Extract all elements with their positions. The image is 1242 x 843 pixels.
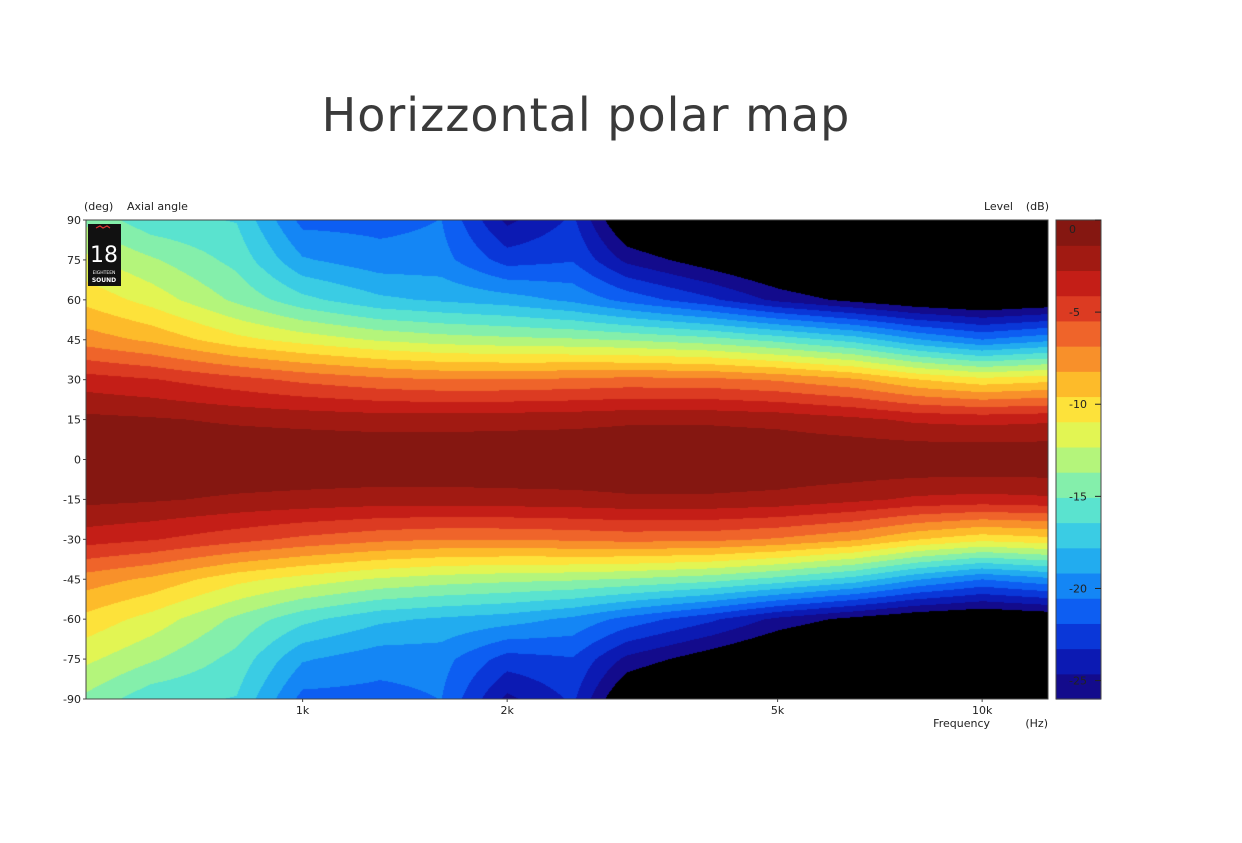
colorbar-tick-label: 0 xyxy=(1069,223,1076,236)
colorbar-band xyxy=(1056,421,1101,448)
y-tick-label: 45 xyxy=(67,334,81,347)
y-tick-label: -15 xyxy=(63,493,81,506)
colorbar-ticks: 0 -5 -10 -15 -20 -25 xyxy=(1069,219,1101,688)
colorbar-band xyxy=(1056,623,1101,650)
colorbar-tick-label: -25 xyxy=(1069,675,1087,688)
colorbar-tick-label: -10 xyxy=(1069,398,1087,411)
logo-background xyxy=(88,224,121,286)
y-tick-label: -60 xyxy=(63,613,81,626)
x-axis-ticks: 1k 2k 5k 10k xyxy=(296,699,993,717)
y-axis-ticks: 90 75 60 45 30 15 0 -15 -30 -45 -60 -75 -90 xyxy=(63,214,86,706)
y-tick-label: 90 xyxy=(67,214,81,227)
colorbar-band xyxy=(1056,245,1101,272)
logo-number: 18 xyxy=(90,243,118,268)
colorbar xyxy=(1056,220,1101,700)
colorbar-band xyxy=(1056,598,1101,624)
colorbar-band xyxy=(1056,446,1101,473)
y-tick-label: -30 xyxy=(63,533,81,546)
y-tick-label: 30 xyxy=(67,374,81,387)
colorbar-band xyxy=(1056,346,1101,372)
colorbar-band xyxy=(1056,472,1101,498)
y-tick-label: -45 xyxy=(63,573,81,586)
y-tick-label: 15 xyxy=(67,414,81,427)
y-tick-label: -75 xyxy=(63,653,81,666)
colorbar-band xyxy=(1056,396,1101,423)
y-tick-label: 75 xyxy=(67,254,81,267)
logo: 18 EIGHTEEN SOUND xyxy=(88,224,121,286)
x-axis-unit: (Hz) xyxy=(1025,717,1048,730)
logo-line-1: EIGHTEEN xyxy=(93,270,116,276)
colorbar-frame xyxy=(1055,219,1102,700)
colorbar-band xyxy=(1056,648,1101,675)
colorbar-tick-label: -5 xyxy=(1069,306,1080,319)
colorbar-band xyxy=(1056,295,1101,322)
colorbar-band xyxy=(1056,522,1101,549)
y-tick-label: 60 xyxy=(67,294,81,307)
y-tick-label: -90 xyxy=(63,693,81,706)
colorbar-band xyxy=(1056,547,1101,574)
colorbar-band xyxy=(1056,497,1101,524)
x-tick-label: 1k xyxy=(296,704,310,717)
x-tick-label: 2k xyxy=(500,704,514,717)
colorbar-unit: (dB) xyxy=(1026,200,1049,213)
colorbar-band xyxy=(1056,270,1101,297)
colorbar-tick-label: -20 xyxy=(1069,582,1087,595)
x-axis-label: Frequency xyxy=(933,717,990,730)
logo-line-2: SOUND xyxy=(92,277,116,284)
y-axis-label: Axial angle xyxy=(127,200,188,213)
y-tick-label: 0 xyxy=(74,454,81,467)
colorbar-band xyxy=(1056,673,1101,700)
logo-mark-icon xyxy=(95,225,111,229)
colorbar-band xyxy=(1056,220,1101,246)
colorbar-band xyxy=(1056,371,1101,398)
colorbar-tick-label: -15 xyxy=(1069,490,1087,503)
colorbar-band xyxy=(1056,572,1101,599)
x-tick-label: 10k xyxy=(972,704,993,717)
colorbar-label: Level xyxy=(984,200,1013,213)
heatmap-plot-area xyxy=(86,220,1048,699)
x-tick-label: 5k xyxy=(771,704,785,717)
page-title: Horizzontal polar map xyxy=(321,88,851,142)
y-axis-unit: (deg) xyxy=(84,200,113,213)
colorbar-band xyxy=(1056,320,1101,347)
heatmap-canvas xyxy=(86,220,1048,699)
